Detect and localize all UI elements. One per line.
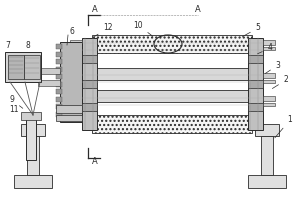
Bar	[82, 103, 97, 111]
Bar	[56, 82, 62, 86]
Bar	[92, 90, 252, 102]
Bar	[27, 136, 39, 175]
Bar	[38, 68, 60, 74]
Bar	[263, 73, 275, 78]
Text: 7: 7	[6, 40, 10, 49]
Bar	[70, 80, 82, 83]
Bar	[248, 55, 263, 63]
Bar	[82, 55, 97, 63]
Bar	[56, 112, 62, 116]
Bar	[248, 80, 263, 88]
Bar	[60, 42, 82, 122]
Text: A: A	[92, 5, 98, 15]
Bar	[56, 89, 62, 94]
Text: 12: 12	[94, 23, 113, 37]
Bar	[248, 38, 263, 130]
Text: 4: 4	[257, 44, 272, 54]
Bar	[70, 96, 82, 101]
Bar	[82, 80, 97, 88]
Bar	[56, 59, 62, 64]
Bar	[263, 40, 275, 45]
Text: A: A	[195, 5, 201, 15]
Text: 9: 9	[10, 96, 23, 108]
Bar	[56, 51, 62, 56]
Bar	[38, 80, 60, 86]
Text: A: A	[92, 158, 98, 166]
Bar	[56, 74, 62, 79]
Bar	[248, 175, 286, 188]
Bar	[56, 66, 62, 72]
Bar	[21, 124, 45, 136]
Bar	[56, 97, 62, 102]
Bar	[14, 175, 52, 188]
Bar	[56, 44, 62, 49]
Bar	[24, 55, 40, 79]
Text: 2: 2	[272, 75, 288, 89]
Bar	[92, 35, 252, 53]
Text: 11: 11	[9, 106, 19, 114]
Bar	[255, 124, 279, 136]
Bar	[26, 115, 36, 160]
Bar	[92, 115, 252, 133]
Bar	[263, 96, 275, 101]
Bar	[248, 103, 263, 111]
Bar	[56, 104, 62, 109]
Bar	[21, 112, 41, 120]
Bar	[82, 38, 97, 130]
Bar	[263, 80, 275, 83]
Bar	[263, 103, 275, 106]
Bar	[70, 47, 82, 50]
Bar	[8, 55, 24, 79]
Text: 8: 8	[26, 40, 30, 49]
Bar	[261, 136, 273, 175]
Bar	[56, 115, 82, 121]
Text: 1: 1	[275, 116, 292, 138]
Text: 3: 3	[265, 60, 280, 73]
Bar	[92, 68, 252, 80]
Text: 5: 5	[242, 23, 260, 37]
Text: 6: 6	[70, 27, 74, 36]
Bar	[263, 47, 275, 50]
Bar	[70, 73, 82, 78]
Bar	[5, 52, 41, 82]
Bar	[70, 103, 82, 106]
Bar	[56, 105, 82, 113]
Text: 10: 10	[133, 21, 153, 36]
Bar	[70, 40, 82, 45]
